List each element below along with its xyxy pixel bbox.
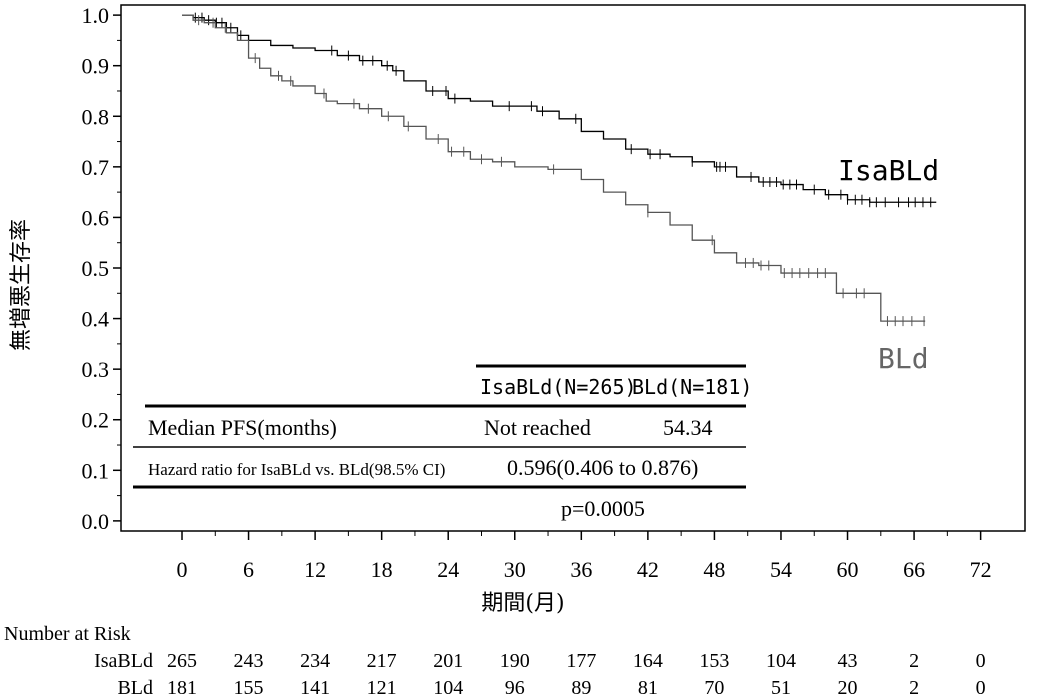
risk-value: 43 [838,650,858,672]
risk-value: 0 [976,650,986,672]
series-line-bld [182,14,926,322]
risk-table: Number at Risk IsaBLd BLd 265 243 234 217 20… [4,623,986,699]
x-tick-label: 6 [243,557,254,582]
x-tick-label: 18 [371,557,393,582]
table-cell: Not reached [484,415,591,440]
y-tick-label: 0.3 [82,357,110,382]
risk-value: 265 [167,650,197,672]
risk-value: 51 [771,677,791,699]
table-col-header: IsaBLd(N=265) [480,375,637,399]
y-axis-title: 無増悪生存率 [9,219,34,351]
risk-value: 89 [571,677,591,699]
y-tick-label: 0.0 [82,509,110,534]
x-tick-label: 72 [970,557,992,582]
x-tick-label: 54 [770,557,792,582]
x-tick-label: 60 [837,557,859,582]
risk-value: 153 [699,650,729,672]
risk-value: 201 [433,650,463,672]
risk-value: 155 [234,677,264,699]
table-cell: 54.34 [663,415,713,440]
x-axis-title: 期間(月) [481,591,564,616]
y-tick-label: 1.0 [82,3,110,28]
risk-value: 2 [909,677,919,699]
x-tick-label: 12 [304,557,326,582]
risk-value: 2 [909,650,919,672]
x-axis: 0 6 12 18 24 30 36 42 48 54 60 66 72 [177,531,992,582]
y-tick-label: 0.6 [82,205,110,230]
x-tick-label: 36 [570,557,592,582]
series-line-isabld [182,14,937,203]
risk-value: 243 [234,650,264,672]
table-cell: p=0.0005 [561,496,645,521]
plot-frame [120,4,1026,532]
x-tick-label: 66 [903,557,925,582]
table-row-label: Hazard ratio for IsaBLd vs. BLd(98.5% CI… [148,460,445,479]
table-col-header: BLd(N=181) [632,375,752,399]
x-tick-label: 30 [504,557,526,582]
y-tick-label: 0.2 [82,408,110,433]
risk-value: 164 [633,650,663,672]
x-tick-label: 42 [637,557,659,582]
x-tick-label: 48 [703,557,725,582]
risk-value: 104 [433,677,463,699]
risk-value: 141 [300,677,330,699]
summary-table: IsaBLd(N=265) BLd(N=181) Median PFS(mont… [133,364,752,521]
risk-value: 96 [505,677,525,699]
risk-value: 104 [766,650,796,672]
risk-value: 81 [638,677,658,699]
y-tick-label: 0.4 [82,307,110,332]
risk-value: 70 [704,677,724,699]
risk-value: 121 [367,677,397,699]
risk-value: 234 [300,650,330,672]
risk-value: 190 [500,650,530,672]
risk-value: 177 [566,650,596,672]
series-label-isabld: IsaBLd [838,154,939,187]
risk-value: 0 [976,677,986,699]
x-tick-label: 24 [437,557,459,582]
table-row-label: Median PFS(months) [148,415,337,440]
risk-table-title: Number at Risk [4,623,131,645]
risk-value: 217 [367,650,397,672]
risk-row-name: IsaBLd [94,650,153,672]
y-tick-label: 0.5 [82,256,110,281]
risk-value: 20 [838,677,858,699]
y-tick-label: 0.1 [82,458,110,483]
series-label-bld: BLd [878,342,929,375]
y-tick-label: 0.9 [82,54,110,79]
risk-row-name: BLd [117,677,153,699]
x-tick-label: 0 [177,557,188,582]
y-axis: 0.0 0.1 0.2 0.3 0.4 0.5 0.6 0.7 0.8 0.9 1.0 [82,3,121,534]
table-cell: 0.596(0.406 to 0.876) [507,455,698,480]
risk-value: 181 [167,677,197,699]
series-layer [182,12,937,327]
y-tick-label: 0.8 [82,104,110,129]
y-tick-label: 0.7 [82,155,110,180]
